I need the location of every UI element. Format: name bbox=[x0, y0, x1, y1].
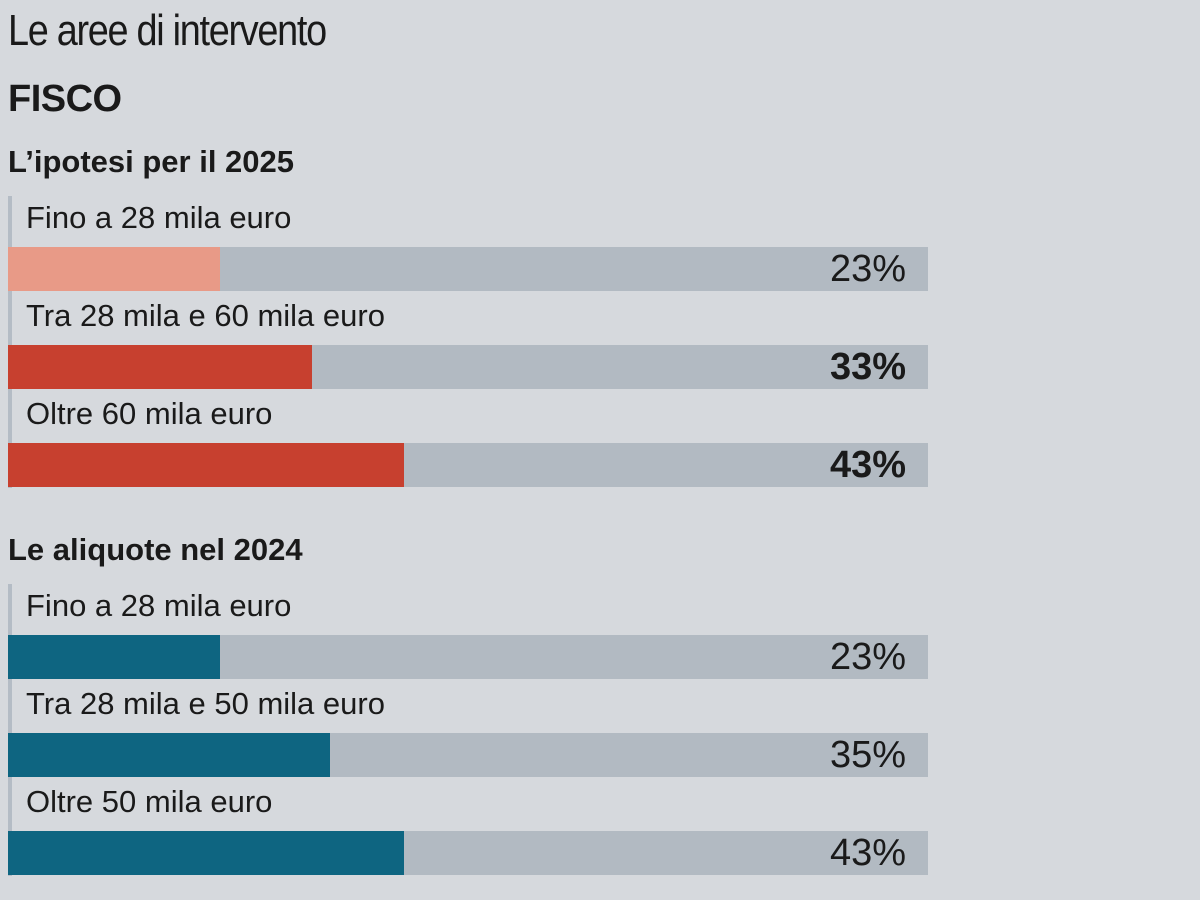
value-label: 23% bbox=[829, 636, 906, 678]
category-label: Fino a 28 mila euro bbox=[26, 200, 292, 235]
bar-track: 35% bbox=[8, 733, 928, 777]
bar bbox=[8, 635, 220, 679]
bar-chart-2025: Fino a 28 mila euro 23% Tra 28 mila e 60 m… bbox=[8, 196, 928, 488]
bar-track: 23% bbox=[8, 635, 928, 679]
value-label: 43% bbox=[829, 444, 906, 486]
chart-title-2025: L’ipotesi per il 2025 bbox=[8, 144, 295, 179]
bar-track: 43% bbox=[8, 443, 928, 487]
chart-title-2024: Le aliquote nel 2024 bbox=[8, 532, 303, 567]
bar-row: Tra 28 mila e 50 mila euro 35% bbox=[8, 682, 928, 778]
bar-track: 23% bbox=[8, 247, 928, 291]
bar-track: 33% bbox=[8, 345, 928, 389]
value-label: 43% bbox=[829, 832, 906, 874]
bar bbox=[8, 345, 312, 389]
bar-row: Fino a 28 mila euro 23% bbox=[8, 196, 928, 292]
bar-row: Tra 28 mila e 60 mila euro 33% bbox=[8, 294, 928, 390]
bar bbox=[8, 733, 330, 777]
bar-row: Fino a 28 mila euro 23% bbox=[8, 584, 928, 680]
category-label: Oltre 50 mila euro bbox=[26, 784, 273, 819]
category-label: Oltre 60 mila euro bbox=[26, 396, 273, 431]
bar-track: 43% bbox=[8, 831, 928, 875]
value-label: 33% bbox=[829, 346, 906, 388]
category-label: Tra 28 mila e 60 mila euro bbox=[26, 298, 385, 333]
headline: FISCO bbox=[8, 78, 122, 120]
bar bbox=[8, 831, 404, 875]
bar bbox=[8, 443, 404, 487]
vertical-rule bbox=[8, 584, 12, 876]
bar-chart-2024: Fino a 28 mila euro 23% Tra 28 mila e 50 m… bbox=[8, 584, 928, 876]
bar-row: Oltre 50 mila euro 43% bbox=[8, 780, 928, 876]
vertical-rule bbox=[8, 196, 12, 488]
bar-row: Oltre 60 mila euro 43% bbox=[8, 392, 928, 488]
value-label: 35% bbox=[829, 734, 906, 776]
bar bbox=[8, 247, 220, 291]
value-label: 23% bbox=[829, 248, 906, 290]
category-label: Fino a 28 mila euro bbox=[26, 588, 292, 623]
category-label: Tra 28 mila e 50 mila euro bbox=[26, 686, 385, 721]
kicker-title: Le aree di intervento bbox=[8, 6, 327, 55]
